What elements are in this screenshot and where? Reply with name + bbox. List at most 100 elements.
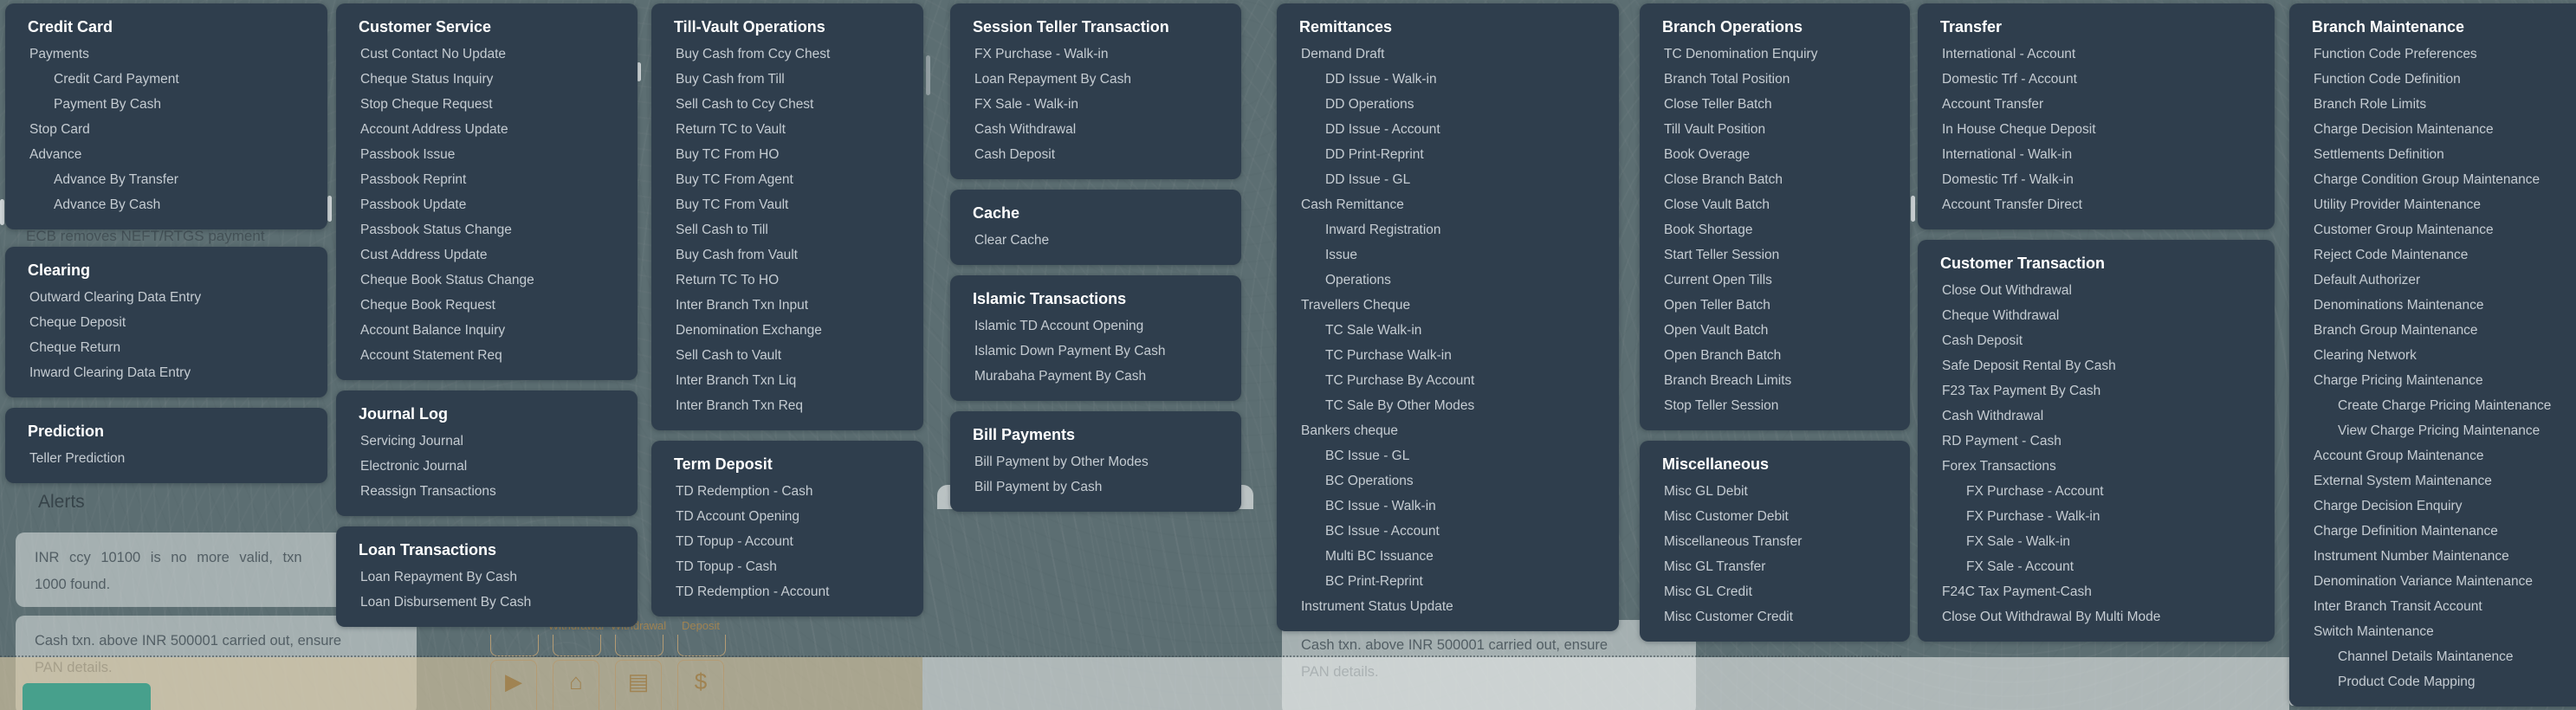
scrollbar-thumb[interactable] [327,196,332,222]
menu-item[interactable]: Cash Remittance [1301,197,1404,212]
menu-item[interactable]: Cust Contact No Update [360,47,507,61]
menu-item[interactable]: Instrument Number Maintenance [2314,549,2509,564]
menu-item[interactable]: Inward Registration [1325,223,1441,237]
menu-item[interactable]: TD Account Opening [676,509,800,524]
menu-item[interactable]: Charge Decision Enquiry [2314,499,2463,513]
menu-item[interactable]: Cheque Withdrawal [1942,308,2060,323]
menu-item[interactable]: Sell Cash to Ccy Chest [676,97,814,112]
menu-item[interactable]: BC Issue - Account [1325,524,1440,539]
menu-item[interactable]: Misc GL Transfer [1664,559,1766,574]
menu-item[interactable]: Domestic Trf - Account [1942,72,2077,87]
menu-item[interactable]: TC Purchase Walk-in [1325,348,1452,363]
menu-item[interactable]: Stop Card [29,122,90,137]
menu-item[interactable]: Inward Clearing Data Entry [29,365,191,380]
menu-item[interactable]: Buy Cash from Vault [676,248,798,262]
menu-item[interactable]: FX Sale - Walk-in [1966,534,2071,549]
menu-item[interactable]: Bill Payment by Other Modes [974,455,1149,469]
menu-item[interactable]: Safe Deposit Rental By Cash [1942,358,2116,373]
menu-item[interactable]: Travellers Cheque [1301,298,1411,313]
menu-item[interactable]: Loan Repayment By Cash [974,72,1131,87]
menu-item[interactable]: Sell Cash to Till [676,223,768,237]
menu-item[interactable]: Account Address Update [360,122,508,137]
menu-item[interactable]: TD Redemption - Account [676,584,830,599]
menu-item[interactable]: Current Open Tills [1664,273,1772,287]
menu-item[interactable]: Account Group Maintenance [2314,449,2484,463]
menu-item[interactable]: Reassign Transactions [360,484,496,499]
menu-item[interactable]: Payments [29,47,89,61]
menu-item[interactable]: TD Topup - Account [676,534,793,549]
menu-item[interactable]: Open Teller Batch [1664,298,1770,313]
menu-item[interactable]: Close Branch Batch [1664,172,1783,187]
menu-item[interactable]: Passbook Issue [360,147,456,162]
menu-item[interactable]: Cash Deposit [974,147,1056,162]
menu-item[interactable]: Branch Group Maintenance [2314,323,2478,338]
menu-item[interactable]: Islamic Down Payment By Cash [974,344,1166,358]
menu-item[interactable]: Account Balance Inquiry [360,323,506,338]
menu-item[interactable]: Misc Customer Debit [1664,509,1789,524]
menu-item[interactable]: Cash Withdrawal [1942,409,2044,423]
menu-item[interactable]: Branch Total Position [1664,72,1790,87]
menu-item[interactable]: Operations [1325,273,1391,287]
menu-item[interactable]: Credit Card Payment [54,72,179,87]
scrollbar-thumb[interactable] [0,199,4,225]
menu-item[interactable]: Misc Customer Credit [1664,610,1793,624]
menu-item[interactable]: DD Issue - Account [1325,122,1440,137]
menu-item[interactable]: RD Payment - Cash [1942,434,2061,449]
menu-item[interactable]: BC Issue - Walk-in [1325,499,1436,513]
menu-item[interactable]: Denomination Exchange [676,323,822,338]
menu-item[interactable]: Utility Provider Maintenance [2314,197,2481,212]
menu-item[interactable]: Cash Deposit [1942,333,2023,348]
menu-item[interactable]: Charge Pricing Maintenance [2314,373,2483,388]
menu-item[interactable]: Close Out Withdrawal [1942,283,2072,298]
scrollbar-thumb[interactable] [1911,196,1915,222]
menu-item[interactable]: Account Transfer Direct [1942,197,2082,212]
menu-item[interactable]: Payment By Cash [54,97,162,112]
menu-item[interactable]: Domestic Trf - Walk-in [1942,172,2074,187]
menu-item[interactable]: International - Walk-in [1942,147,2073,162]
scrollbar-thumb[interactable] [637,62,641,81]
menu-item[interactable]: Issue [1325,248,1358,262]
menu-item[interactable]: Account Statement Req [360,348,502,363]
menu-item[interactable]: Book Shortage [1664,223,1753,237]
menu-item[interactable]: Function Code Preferences [2314,47,2477,61]
menu-item[interactable]: Stop Teller Session [1664,398,1779,413]
menu-item[interactable]: In House Cheque Deposit [1942,122,2096,137]
menu-item[interactable]: Cheque Book Request [360,298,495,313]
menu-item[interactable]: Bill Payment by Cash [974,480,1103,494]
menu-item[interactable]: Return TC To HO [676,273,780,287]
menu-item[interactable]: Buy Cash from Till [676,72,785,87]
menu-item[interactable]: Stop Cheque Request [360,97,493,112]
menu-item[interactable]: TC Sale Walk-in [1325,323,1422,338]
menu-item[interactable]: Start Teller Session [1664,248,1780,262]
menu-item[interactable]: Outward Clearing Data Entry [29,290,202,305]
menu-item[interactable]: Open Vault Batch [1664,323,1769,338]
menu-item[interactable]: F23 Tax Payment By Cash [1942,384,2101,398]
menu-item[interactable]: Murabaha Payment By Cash [974,369,1147,384]
menu-item[interactable]: FX Purchase - Walk-in [974,47,1109,61]
menu-item[interactable]: DD Issue - Walk-in [1325,72,1437,87]
menu-item[interactable]: Branch Breach Limits [1664,373,1792,388]
menu-item[interactable]: TD Topup - Cash [676,559,777,574]
menu-item[interactable]: Open Branch Batch [1664,348,1782,363]
menu-item[interactable]: FX Sale - Account [1966,559,2074,574]
menu-item[interactable]: Switch Maintenance [2314,624,2434,639]
menu-item[interactable]: Miscellaneous Transfer [1664,534,1803,549]
menu-item[interactable]: Cheque Deposit [29,315,126,330]
menu-item[interactable]: DD Operations [1325,97,1414,112]
menu-item[interactable]: Passbook Update [360,197,467,212]
menu-item[interactable]: Passbook Status Change [360,223,512,237]
menu-item[interactable]: Close Out Withdrawal By Multi Mode [1942,610,2161,624]
menu-item[interactable]: Denomination Variance Maintenance [2314,574,2534,589]
menu-item[interactable]: Book Overage [1664,147,1751,162]
menu-item[interactable]: Demand Draft [1301,47,1385,61]
menu-item[interactable]: Close Teller Batch [1664,97,1772,112]
menu-item[interactable]: Misc GL Debit [1664,484,1748,499]
menu-item[interactable]: Default Authorizer [2314,273,2421,287]
menu-item[interactable]: Islamic TD Account Opening [974,319,1144,333]
menu-item[interactable]: Settlements Definition [2314,147,2444,162]
menu-item[interactable]: Customer Group Maintenance [2314,223,2494,237]
menu-item[interactable]: Forex Transactions [1942,459,2056,474]
menu-item[interactable]: TC Denomination Enquiry [1664,47,1818,61]
menu-item[interactable]: Electronic Journal [360,459,468,474]
menu-item[interactable]: Cheque Return [29,340,121,355]
